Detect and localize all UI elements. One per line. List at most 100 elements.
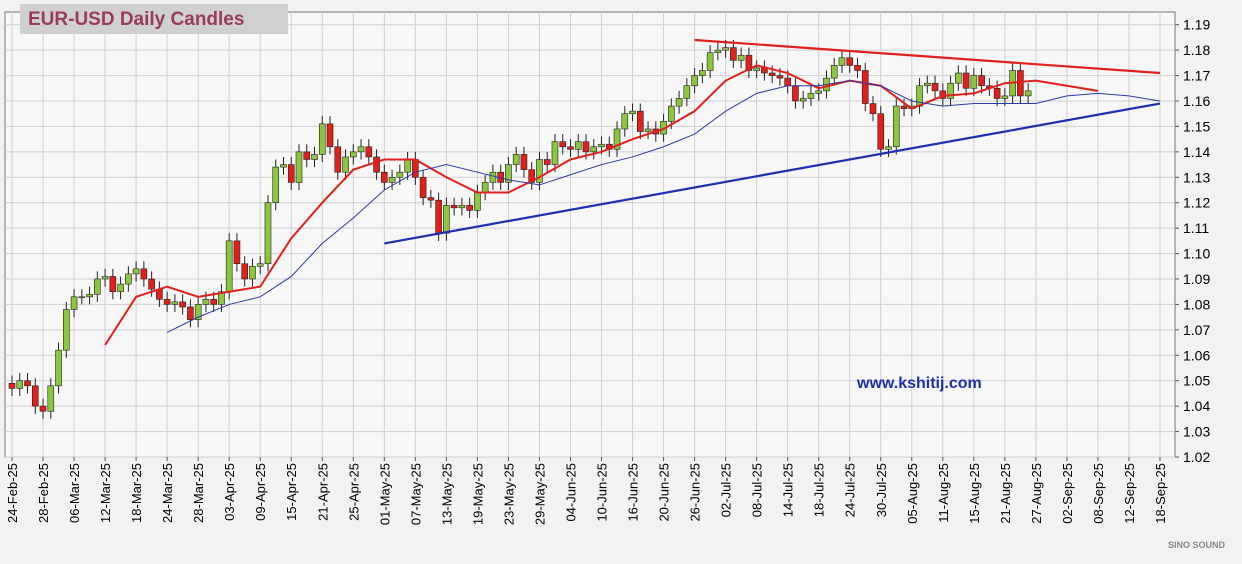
x-tick-label: 25-Apr-25 xyxy=(346,463,361,521)
x-tick-label: 14-Jul-25 xyxy=(781,463,796,517)
x-tick-label: 04-Jun-25 xyxy=(563,463,578,522)
candle-body xyxy=(939,90,947,99)
candle-body xyxy=(861,70,869,104)
candle-body xyxy=(722,47,729,51)
candle-body xyxy=(458,204,466,209)
candle-body xyxy=(706,52,714,71)
candle-body xyxy=(551,141,559,165)
candle-body xyxy=(342,156,349,173)
x-tick-label: 19-May-25 xyxy=(470,463,485,525)
candle-body xyxy=(574,141,582,150)
x-tick-label: 16-Jun-25 xyxy=(626,463,641,522)
candle-body xyxy=(737,54,745,61)
x-tick-label: 02-Jul-25 xyxy=(719,463,734,517)
x-tick-label: 05-Aug-25 xyxy=(905,463,920,524)
candle-body xyxy=(132,268,140,275)
candle-body xyxy=(194,304,202,320)
y-tick-label: 1.10 xyxy=(1183,246,1210,262)
candle-body xyxy=(730,47,737,61)
x-tick-label: 01-May-25 xyxy=(377,463,392,525)
candle-body xyxy=(47,385,55,412)
candle-body xyxy=(512,154,520,165)
x-tick-label: 23-May-25 xyxy=(501,463,516,525)
candle-body xyxy=(295,151,303,183)
candle-body xyxy=(272,166,280,204)
candle-body xyxy=(947,82,954,99)
y-tick-label: 1.18 xyxy=(1183,42,1210,58)
y-tick-label: 1.06 xyxy=(1183,347,1210,363)
candle-body xyxy=(163,299,171,305)
candle-body xyxy=(443,204,450,234)
y-tick-label: 1.13 xyxy=(1183,169,1210,185)
y-tick-label: 1.11 xyxy=(1183,220,1209,236)
candle-body xyxy=(373,156,380,173)
candle-body xyxy=(427,197,435,201)
candle-body xyxy=(799,98,807,102)
candle-body xyxy=(39,405,47,412)
candle-body xyxy=(381,171,388,183)
candle-body xyxy=(636,110,644,132)
y-tick-label: 1.07 xyxy=(1183,322,1210,338)
logo: SINO SOUND xyxy=(1168,540,1226,550)
candle-body xyxy=(125,273,132,285)
y-tick-label: 1.08 xyxy=(1183,296,1210,312)
candle-body xyxy=(109,276,117,293)
candle-body xyxy=(970,75,978,89)
candle-body xyxy=(287,164,295,183)
candle-body xyxy=(117,283,124,293)
x-tick-label: 03-Apr-25 xyxy=(222,463,237,521)
candle-body xyxy=(629,110,636,115)
x-tick-label: 28-Mar-25 xyxy=(191,463,206,523)
x-tick-label: 27-Aug-25 xyxy=(1029,463,1044,524)
candle-body xyxy=(140,268,148,280)
x-tick-label: 24-Jul-25 xyxy=(843,463,858,517)
candle-body xyxy=(326,123,334,148)
candle-body xyxy=(753,67,760,71)
candle-body xyxy=(714,49,722,53)
x-tick-label: 18-Jul-25 xyxy=(812,463,827,517)
candle-body xyxy=(474,192,481,211)
x-tick-label: 30-Jul-25 xyxy=(874,463,889,517)
candle-body xyxy=(520,154,528,170)
candle-body xyxy=(699,70,706,76)
candle-body xyxy=(1024,90,1032,97)
x-tick-label: 15-Aug-25 xyxy=(967,463,982,524)
candle-body xyxy=(16,380,24,389)
x-tick-label: 08-Jul-25 xyxy=(750,463,765,517)
candle-body xyxy=(70,296,78,310)
candle-body xyxy=(854,65,861,71)
x-tick-label: 21-Aug-25 xyxy=(998,463,1013,524)
candle-body xyxy=(745,54,753,71)
x-tick-label: 26-Jun-25 xyxy=(688,463,703,522)
candle-body xyxy=(86,293,93,298)
candle-body xyxy=(590,146,598,153)
x-tick-label: 18-Sep-25 xyxy=(1153,463,1168,524)
candle-body xyxy=(481,182,489,193)
candle-body xyxy=(978,75,985,87)
candle-body xyxy=(318,123,326,155)
candle-body xyxy=(582,141,590,153)
candle-body xyxy=(311,154,318,160)
candle-body xyxy=(225,240,233,293)
x-tick-label: 12-Sep-25 xyxy=(1122,463,1137,524)
candle-body xyxy=(357,146,365,153)
y-tick-label: 1.09 xyxy=(1183,271,1210,287)
candle-body xyxy=(807,93,815,99)
trendline xyxy=(384,102,1161,245)
candle-body xyxy=(644,128,652,132)
candle-body xyxy=(613,128,621,150)
candle-body xyxy=(264,202,272,265)
candle-body xyxy=(931,82,939,92)
candle-body xyxy=(24,380,31,387)
x-tick-label: 18-Mar-25 xyxy=(129,463,144,523)
candle-body xyxy=(877,113,885,150)
x-tick-label: 28-Feb-25 xyxy=(36,463,51,523)
candle-body xyxy=(675,98,683,107)
y-tick-label: 1.04 xyxy=(1183,398,1210,414)
candle-body xyxy=(419,176,427,198)
x-tick-label: 11-Aug-25 xyxy=(936,463,951,523)
candle-body xyxy=(8,382,16,389)
x-tick-label: 29-May-25 xyxy=(532,463,547,525)
chart-title: EUR-USD Daily Candles xyxy=(28,9,244,30)
